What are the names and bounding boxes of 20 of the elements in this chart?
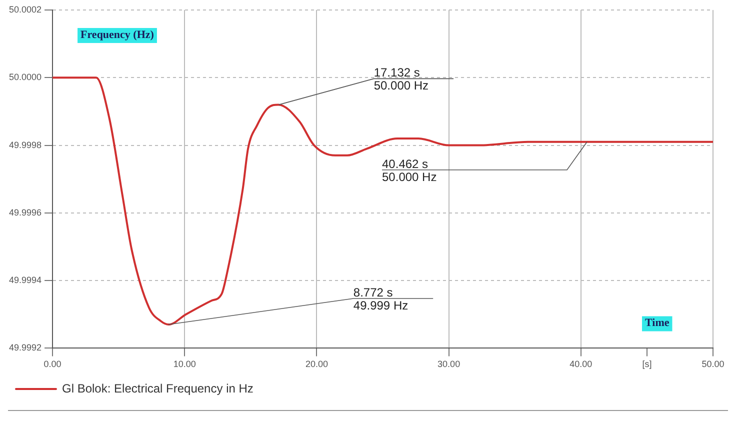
x-tick-label: 10.00 [173,359,196,370]
annotation: 17.132 s 50.000 Hz [374,66,429,93]
x-tick-label: 40.00 [570,359,592,370]
y-tick-label: 49.9996 [8,207,42,218]
y-tick-label: 50.0000 [8,72,42,82]
y-tick-label: 49.9994 [8,275,42,286]
line-series [52,76,713,326]
y-tick-label: 49.9992 [8,342,42,353]
legend-label: Gl Bolok: Electrical Frequency in Hz [62,381,254,396]
y-tick-label: 49.9998 [8,140,42,150]
x-tick-label: [s] [642,359,652,370]
annotation: 8.772 s 49.999 Hz [353,286,408,313]
x-tick-label: 20.00 [305,359,328,370]
x-axis-title: Time [645,317,670,330]
annotation: 40.462 s 50.000 Hz [382,156,437,184]
x-tick-label: 50.00 [702,359,724,370]
x-tick-label: 30.00 [438,359,460,370]
x-tick-label: 0.00 [44,359,62,370]
y-axis-title: Frequency (Hz) [80,29,154,41]
y-tick-label: 50.0002 [8,4,42,14]
